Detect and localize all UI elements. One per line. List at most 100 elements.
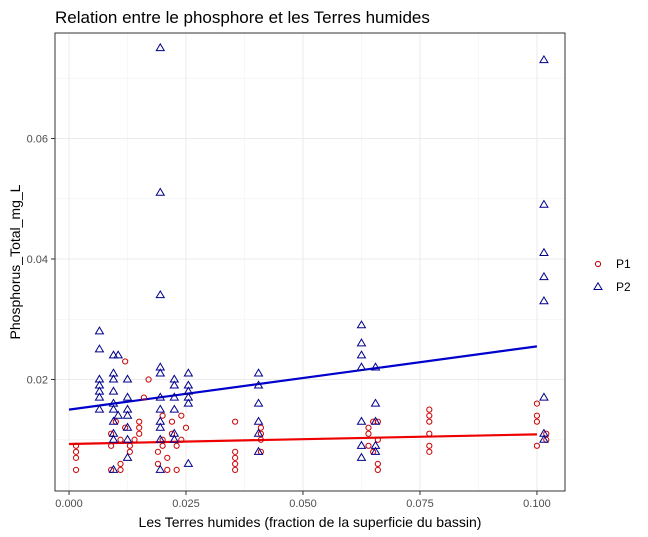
point-P1 xyxy=(426,412,433,419)
point-P2 xyxy=(122,392,133,401)
point-P1 xyxy=(232,460,239,467)
point-P1 xyxy=(426,442,433,449)
point-P2 xyxy=(113,410,124,419)
point-P1 xyxy=(232,454,239,461)
point-P1 xyxy=(72,466,80,474)
y-axis-ticks: 0.02 0.04 0.06 xyxy=(27,133,55,387)
point-P1 xyxy=(365,442,372,449)
point-P2 xyxy=(356,440,367,449)
point-P1 xyxy=(426,430,433,437)
point-P2 xyxy=(108,350,119,359)
point-P2 xyxy=(356,320,367,329)
point-P2 xyxy=(155,289,166,299)
point-P1 xyxy=(257,424,264,431)
point-P1 xyxy=(178,436,185,443)
point-P2 xyxy=(108,464,119,473)
point-P1 xyxy=(178,412,185,419)
point-P1 xyxy=(72,448,80,455)
legend-item-P2: P2 xyxy=(593,280,631,294)
plot-border xyxy=(54,32,566,492)
point-P2 xyxy=(155,422,166,431)
point-P2 xyxy=(370,362,381,371)
point-P1 xyxy=(173,466,180,474)
point-P2 xyxy=(356,362,367,371)
point-P1 xyxy=(182,424,190,431)
legend-label: P2 xyxy=(616,280,631,294)
point-P2 xyxy=(122,434,133,443)
point-P1 xyxy=(164,466,171,474)
point-P1 xyxy=(159,412,166,419)
point-P1 xyxy=(136,430,143,437)
point-P2 xyxy=(169,404,180,413)
point-P2 xyxy=(539,434,549,443)
point-P2 xyxy=(253,380,264,389)
legend-item-P1: P1 xyxy=(594,257,631,271)
point-P1 xyxy=(232,448,239,455)
point-P1 xyxy=(232,418,239,425)
x-tick-label: 0.000 xyxy=(55,498,83,510)
point-P2 xyxy=(539,247,549,256)
x-tick-label: 0.025 xyxy=(172,498,200,510)
point-P2 xyxy=(94,404,105,413)
point-P1 xyxy=(168,418,176,425)
point-P1 xyxy=(533,400,541,407)
point-P2 xyxy=(183,458,194,467)
point-P1 xyxy=(154,460,162,467)
point-P1 xyxy=(122,358,129,365)
point-P2 xyxy=(356,350,367,359)
x-axis-ticks: 0.000 0.025 0.050 0.075 0.100 xyxy=(55,491,551,510)
point-P2 xyxy=(155,434,166,443)
point-P1 xyxy=(257,436,264,443)
point-P1 xyxy=(145,376,152,383)
point-P2 xyxy=(155,404,166,413)
chart-title: Relation entre le phosphore et les Terre… xyxy=(55,8,430,27)
point-P1 xyxy=(232,466,239,474)
point-P1 xyxy=(164,454,171,461)
point-P2 xyxy=(539,295,549,305)
point-P2 xyxy=(108,374,119,383)
point-P2 xyxy=(370,446,381,455)
point-P1 xyxy=(533,418,541,425)
trend-line-P2 xyxy=(68,345,538,411)
point-P1 xyxy=(131,436,138,443)
point-P2 xyxy=(370,398,381,407)
point-P2 xyxy=(108,404,119,413)
point-P2 xyxy=(169,392,180,401)
point-P2 xyxy=(155,464,166,473)
point-P1 xyxy=(117,466,124,474)
point-P1 xyxy=(173,442,180,449)
point-P2 xyxy=(356,338,367,347)
point-P2 xyxy=(155,42,166,52)
x-axis-title: Les Terres humides (fraction de la super… xyxy=(139,514,482,530)
point-P1 xyxy=(426,448,433,455)
point-P2 xyxy=(122,452,133,461)
point-P1 xyxy=(117,460,124,467)
series-P2 xyxy=(94,42,549,473)
point-P1 xyxy=(374,466,381,474)
point-P2 xyxy=(122,374,133,383)
x-tick-label: 0.050 xyxy=(289,498,317,510)
point-P1 xyxy=(365,430,372,437)
legend-key-P1 xyxy=(594,260,602,268)
point-P1 xyxy=(136,418,143,425)
point-P2 xyxy=(108,434,119,443)
point-P2 xyxy=(253,446,264,455)
point-P2 xyxy=(539,271,549,281)
trend-lines xyxy=(68,345,538,446)
point-P2 xyxy=(183,398,194,407)
major-gridlines xyxy=(55,33,565,491)
point-P2 xyxy=(253,416,264,425)
point-P2 xyxy=(94,326,105,335)
point-P2 xyxy=(108,386,119,395)
point-P1 xyxy=(365,424,372,431)
point-P1 xyxy=(374,460,381,467)
point-P2 xyxy=(94,344,105,353)
legend: P1 P2 xyxy=(593,257,631,294)
trend-line-P1 xyxy=(69,433,537,446)
x-tick-label: 0.100 xyxy=(523,498,551,510)
point-P2 xyxy=(253,368,264,377)
point-P1 xyxy=(126,442,133,449)
y-tick-label: 0.04 xyxy=(27,254,48,266)
